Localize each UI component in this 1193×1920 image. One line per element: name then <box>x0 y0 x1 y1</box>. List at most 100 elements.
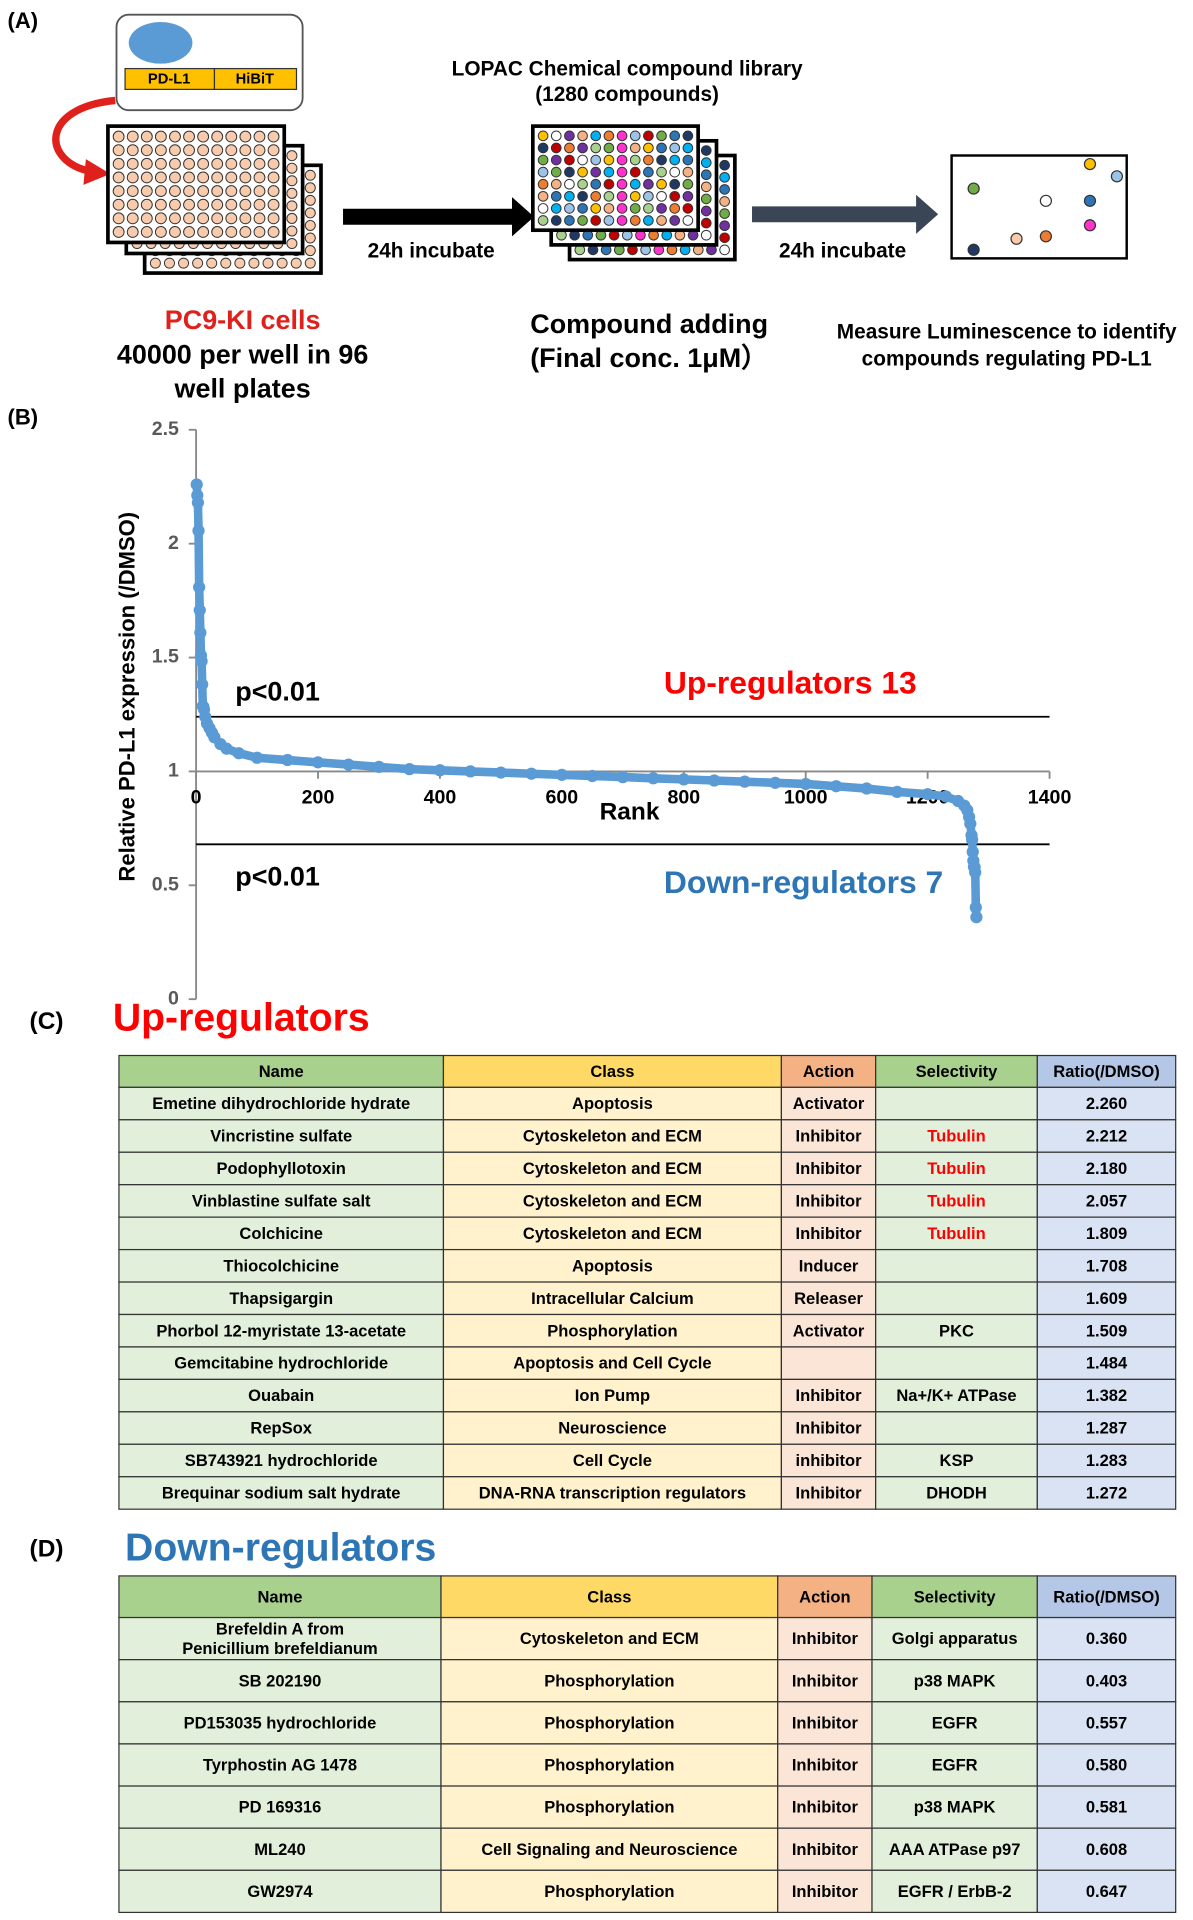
measure-text: compounds regulating PD-L1 <box>862 348 1152 371</box>
header-text: Selectivity <box>914 1587 997 1606</box>
well <box>700 205 712 217</box>
cell-text: Cytoskeleton and ECM <box>523 1224 702 1243</box>
well <box>140 198 153 211</box>
table-cell <box>1036 1476 1177 1510</box>
point <box>555 768 568 781</box>
cell-text: 0.647 <box>1086 1882 1127 1901</box>
table-cell <box>440 1785 779 1829</box>
well <box>577 215 588 226</box>
header-text: Name <box>257 1587 302 1606</box>
result-dot <box>1039 194 1053 207</box>
well <box>239 185 252 198</box>
cell-text: Cytoskeleton and ECM <box>523 1159 702 1178</box>
y-tick-label: 2 <box>168 532 179 554</box>
header-cell <box>442 1054 783 1088</box>
cell-text: Tubulin <box>927 1127 985 1146</box>
well <box>656 203 667 214</box>
table-cell <box>442 1443 783 1478</box>
table-cell <box>1036 1184 1177 1218</box>
cell-text: Inhibitor <box>796 1127 863 1146</box>
well <box>183 144 195 157</box>
table-cell <box>1036 1869 1177 1914</box>
well <box>590 154 602 166</box>
well <box>700 145 712 156</box>
construct-label: PD-L1 <box>148 71 190 87</box>
header-text: Name <box>259 1062 304 1081</box>
point <box>232 747 245 760</box>
well <box>211 171 224 184</box>
well <box>154 185 167 198</box>
cell-text: Inhibitor <box>792 1840 859 1859</box>
well <box>577 142 588 154</box>
well <box>577 154 588 166</box>
result-dot <box>1110 170 1124 183</box>
cell-text: ML240 <box>254 1840 305 1859</box>
well <box>112 185 125 198</box>
table-cell <box>442 1378 783 1413</box>
cell-text: Tubulin <box>927 1159 985 1178</box>
point <box>708 774 721 787</box>
point <box>525 767 538 780</box>
well <box>550 215 562 226</box>
well <box>225 171 238 184</box>
well <box>669 154 681 166</box>
y-tick-label: 2.5 <box>152 418 179 440</box>
well <box>537 215 549 226</box>
table-cell <box>118 1616 442 1661</box>
well <box>577 190 588 202</box>
cell-text: Thiocolchicine <box>223 1256 339 1275</box>
x-tick-label: 200 <box>302 787 335 809</box>
table-cell <box>875 1248 1038 1283</box>
x-tick-label: 600 <box>546 787 579 809</box>
table-cell <box>777 1785 873 1829</box>
well <box>682 154 694 166</box>
well <box>169 226 181 238</box>
cell-text: Inhibitor <box>796 1484 863 1503</box>
well <box>197 185 210 198</box>
point <box>860 782 873 795</box>
well <box>603 203 615 214</box>
cell-text: Cytoskeleton and ECM <box>520 1629 699 1648</box>
well <box>126 171 139 184</box>
well <box>629 166 641 178</box>
well <box>112 226 125 238</box>
well <box>616 203 628 214</box>
header-cell <box>118 1054 445 1088</box>
well <box>239 144 252 157</box>
cell-text: Inhibitor <box>792 1713 859 1732</box>
table-cell <box>442 1476 783 1510</box>
cell-text: Thapsigargin <box>229 1289 333 1308</box>
cell-text: GW2974 <box>247 1882 313 1901</box>
well <box>267 144 280 157</box>
point <box>342 758 355 771</box>
well <box>656 130 667 142</box>
well <box>163 257 175 269</box>
point <box>970 911 983 924</box>
cell-text: 0.580 <box>1086 1756 1127 1775</box>
well <box>220 257 232 269</box>
well <box>669 190 681 202</box>
cell-text: Intracellular Calcium <box>531 1289 693 1308</box>
table-cell <box>1036 1119 1177 1153</box>
table-cell <box>1036 1248 1177 1283</box>
point <box>193 581 206 594</box>
well <box>211 226 224 238</box>
point <box>964 817 977 830</box>
well <box>286 150 298 162</box>
point <box>494 766 508 779</box>
well <box>248 257 260 269</box>
table-cell <box>780 1086 877 1121</box>
well <box>616 178 628 190</box>
point <box>191 496 205 509</box>
point <box>433 764 447 777</box>
well <box>183 171 195 184</box>
well <box>700 229 712 241</box>
well <box>656 215 667 226</box>
cell-text: p38 MAPK <box>914 1671 996 1690</box>
x-axis-label: Rank <box>600 799 660 826</box>
cell-text: 1.382 <box>1086 1386 1127 1405</box>
cell-text: Ion Pump <box>575 1386 650 1405</box>
well <box>590 203 602 214</box>
cell-text: RepSox <box>250 1419 312 1438</box>
construct-label: HiBiT <box>236 71 274 87</box>
